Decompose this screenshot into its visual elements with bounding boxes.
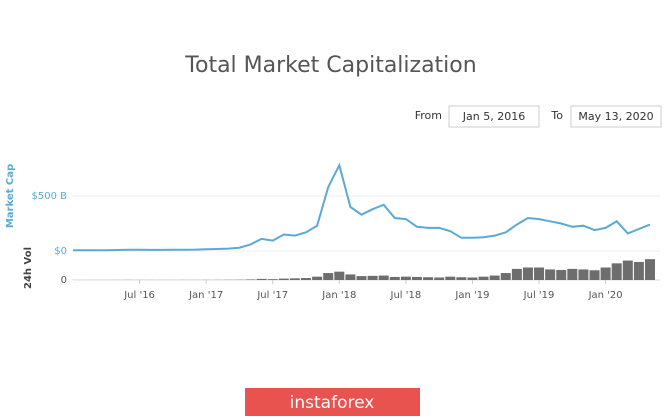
volume-bar: [356, 276, 367, 280]
volume-bar: [645, 259, 655, 280]
volume-bar: [578, 269, 589, 280]
to-value[interactable]: May 13, 2020: [578, 110, 653, 123]
from-label: From: [415, 109, 442, 122]
volume-bar: [367, 275, 378, 280]
x-tick-label: Jul '16: [123, 290, 155, 301]
y-tick-label: $500 B: [32, 191, 68, 202]
volume-bar: [545, 269, 556, 280]
volume-bar: [500, 273, 511, 280]
volume-bar: [434, 277, 445, 280]
to-input[interactable]: [570, 105, 662, 128]
volume-bar: [633, 261, 644, 280]
volume-bar: [256, 278, 267, 280]
volume-bar: [611, 263, 622, 280]
volume-bar: [278, 278, 289, 280]
x-tick-label: Jan '20: [588, 290, 623, 301]
volume-bar: [345, 274, 356, 280]
volume-bar: [267, 279, 278, 280]
from-input[interactable]: [448, 105, 540, 128]
volume-bar: [600, 267, 611, 280]
x-tick-label: Jan '17: [188, 290, 223, 301]
volume-bar: [534, 267, 545, 280]
volume-bar: [589, 270, 600, 280]
volume-bar: [522, 267, 533, 280]
volume-bar: [312, 276, 323, 280]
volume-bar: [245, 279, 256, 280]
volume-bar: [478, 276, 489, 280]
volume-bar: [556, 270, 567, 280]
y-axis-label: Market Cap: [5, 164, 16, 228]
volume-bar: [411, 276, 422, 280]
x-tick-label: Jan '18: [321, 290, 356, 301]
y-tick-label: $0: [54, 246, 67, 257]
volume-bar: [467, 277, 478, 280]
volume-bar: [378, 275, 389, 280]
x-tick-label: Jul '17: [256, 290, 288, 301]
market-cap-line: [72, 162, 651, 252]
volume-bar: [289, 278, 300, 280]
chart-title: Total Market Capitalization: [184, 53, 476, 78]
x-tick-label: Jan '19: [454, 290, 489, 301]
x-tick-label: Jul '18: [390, 290, 422, 301]
volume-bar: [323, 273, 334, 280]
volume-bar: [423, 277, 434, 280]
volume-bar: [389, 276, 400, 280]
watermark-box: [245, 388, 420, 416]
volume-bar: [301, 278, 312, 280]
volume-bar: [567, 268, 578, 280]
volume-bar: [400, 276, 411, 280]
volume-tick-label: 0: [61, 275, 67, 286]
from-value[interactable]: Jan 5, 2016: [462, 110, 525, 123]
volume-bar: [445, 276, 456, 280]
x-tick-label: Jul '19: [523, 290, 555, 301]
watermark: instaforex: [290, 393, 375, 413]
to-label: To: [550, 109, 563, 122]
volume-bar: [489, 275, 500, 280]
volume-bar: [334, 271, 345, 280]
volume-axis-label: 24h Vol: [23, 247, 34, 289]
volume-bar: [622, 260, 633, 280]
volume-bar: [511, 268, 522, 280]
volume-bar: [456, 277, 467, 280]
